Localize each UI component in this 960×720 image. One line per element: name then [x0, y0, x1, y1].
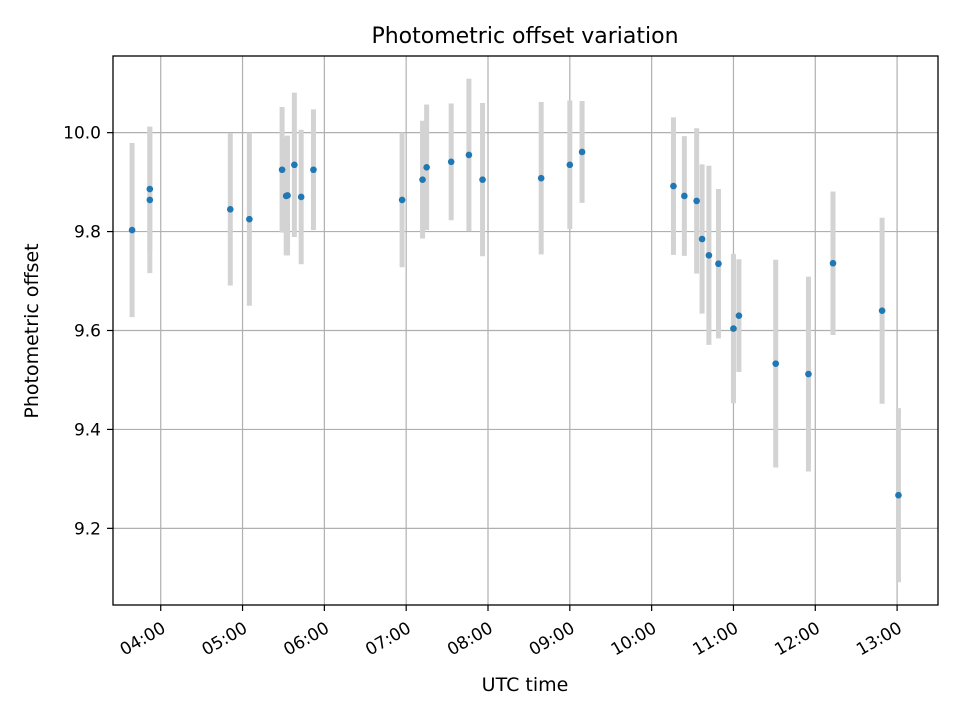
y-tick-label: 9.6: [74, 322, 101, 342]
x-tick-label: 11:00: [690, 618, 742, 660]
data-point: [693, 197, 700, 205]
x-tick-label: 13:00: [853, 618, 905, 660]
y-axis-label: Photometric offset: [21, 243, 43, 418]
data-point: [878, 307, 886, 315]
data-point: [772, 360, 780, 367]
data-point: [310, 166, 317, 174]
data-point: [398, 196, 406, 204]
data-point: [681, 192, 688, 200]
data-point: [423, 163, 430, 171]
data-point: [465, 151, 473, 159]
data-point: [670, 182, 677, 190]
y-tick-label: 10.0: [63, 124, 101, 144]
data-point: [284, 192, 291, 199]
y-axis-ticks: 9.2 9.4 9.6 9.8 10.0: [63, 124, 113, 539]
data-point: [297, 193, 305, 201]
data-point: [805, 370, 812, 378]
data-point: [278, 166, 286, 174]
y-tick-label: 9.8: [74, 223, 101, 243]
x-tick-label: 08:00: [444, 618, 496, 660]
y-tick-label: 9.2: [74, 519, 101, 539]
data-point: [128, 226, 136, 234]
data-points: [128, 148, 902, 499]
x-tick-label: 12:00: [771, 618, 823, 660]
x-tick-label: 10:00: [608, 618, 660, 660]
data-point: [829, 259, 837, 267]
data-point: [146, 196, 154, 204]
data-point: [419, 176, 426, 183]
x-axis-ticks: 04:00 05:00 06:00 07:00 08:00 09:00 10:00 11:00…: [117, 605, 906, 660]
data-point: [735, 312, 743, 319]
data-point: [715, 260, 722, 268]
data-point: [895, 491, 902, 499]
data-point: [578, 148, 586, 156]
data-point: [291, 161, 298, 169]
data-point: [705, 252, 713, 259]
data-point: [537, 174, 545, 182]
x-tick-label: 04:00: [117, 618, 169, 660]
x-tick-label: 05:00: [199, 618, 251, 660]
data-point: [698, 235, 706, 243]
data-point: [246, 215, 253, 223]
data-point: [447, 158, 455, 166]
y-tick-label: 9.4: [74, 420, 101, 440]
x-tick-label: 09:00: [526, 618, 578, 660]
x-axis-label: UTC time: [482, 674, 569, 696]
data-point: [730, 325, 737, 332]
x-tick-label: 07:00: [362, 618, 414, 660]
data-point: [226, 206, 234, 213]
chart-title: Photometric offset variation: [371, 24, 678, 49]
grid: [113, 56, 938, 605]
data-point: [566, 161, 574, 169]
x-tick-label: 06:00: [280, 618, 332, 660]
data-point: [146, 185, 154, 193]
data-point: [479, 176, 486, 183]
